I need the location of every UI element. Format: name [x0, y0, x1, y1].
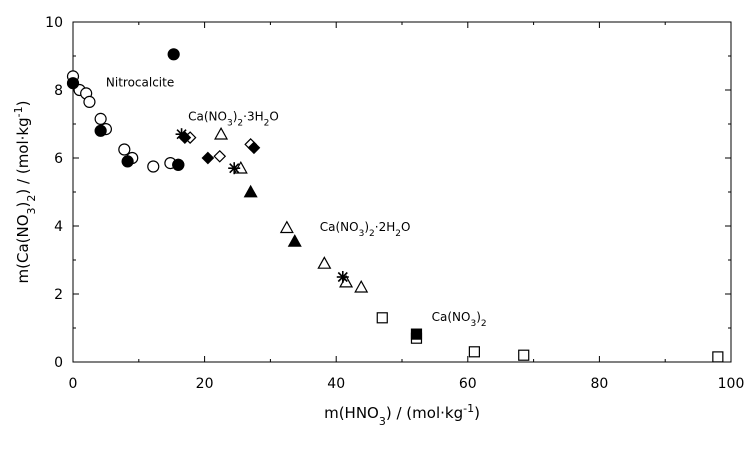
square-open-point	[712, 351, 724, 363]
circle-open-point	[118, 143, 131, 156]
circle-filled-point	[94, 124, 107, 137]
x-tick-label: 60	[459, 376, 477, 392]
star-point	[175, 128, 188, 141]
circle-filled-point	[121, 155, 134, 168]
data-markers	[66, 48, 724, 363]
annotation-dihydrate: Ca(NO3)2·2H2O	[320, 220, 411, 239]
x-tick-label: 80	[590, 376, 608, 392]
square-open-point	[518, 349, 530, 361]
diamond-filled-point	[201, 151, 215, 165]
axis-ticks	[72, 21, 732, 363]
y-axis-label: m(Ca(NO3)2) / (mol·kg-1)	[12, 101, 38, 284]
circle-filled-point	[172, 158, 185, 171]
circle-filled-point	[167, 48, 180, 61]
triangle-open-point	[214, 126, 229, 140]
star-point	[228, 162, 241, 175]
y-tick-label: 2	[54, 287, 63, 303]
circle-open-point	[147, 160, 160, 173]
square-open-point	[376, 312, 388, 324]
y-tick-label: 8	[54, 83, 63, 99]
triangle-filled-point	[243, 184, 258, 198]
diamond-open-point	[213, 149, 227, 163]
annotation-trihydrate: Ca(NO3)2·3H2O	[188, 110, 279, 129]
x-tick-label: 40	[327, 376, 345, 392]
tick-labels: 0 20 40 60 80 100 0 2 4 6 8 10	[45, 15, 744, 392]
diamond-filled-point	[247, 141, 261, 155]
x-tick-label: 20	[196, 376, 214, 392]
x-tick-label: 100	[718, 376, 745, 392]
square-filled-point	[410, 328, 423, 340]
y-tick-label: 4	[54, 219, 63, 235]
annotation-anhydrous: Ca(NO3)2	[432, 310, 487, 329]
triangle-filled-point	[287, 234, 302, 247]
circle-open-point	[83, 95, 96, 109]
plot-frame	[72, 21, 732, 363]
y-tick-label: 10	[45, 15, 63, 31]
y-tick-label: 0	[54, 355, 63, 371]
circle-filled-point	[66, 77, 80, 90]
annotations: Nitrocalcite Ca(NO3)2·3H2O Ca(NO3)2·2H2O Ca…	[106, 76, 487, 330]
triangle-open-point	[317, 256, 332, 269]
triangle-open-point	[279, 220, 294, 234]
square-open-point	[468, 346, 480, 358]
y-tick-label: 6	[54, 151, 63, 167]
circle-open-point	[94, 112, 107, 126]
triangle-open-point	[354, 279, 369, 293]
x-tick-label: 0	[69, 376, 78, 392]
x-axis-label: m(HNO3) / (mol·kg-1)	[324, 402, 480, 428]
annotation-nitrocalcite: Nitrocalcite	[106, 76, 174, 90]
star-point	[336, 271, 349, 283]
